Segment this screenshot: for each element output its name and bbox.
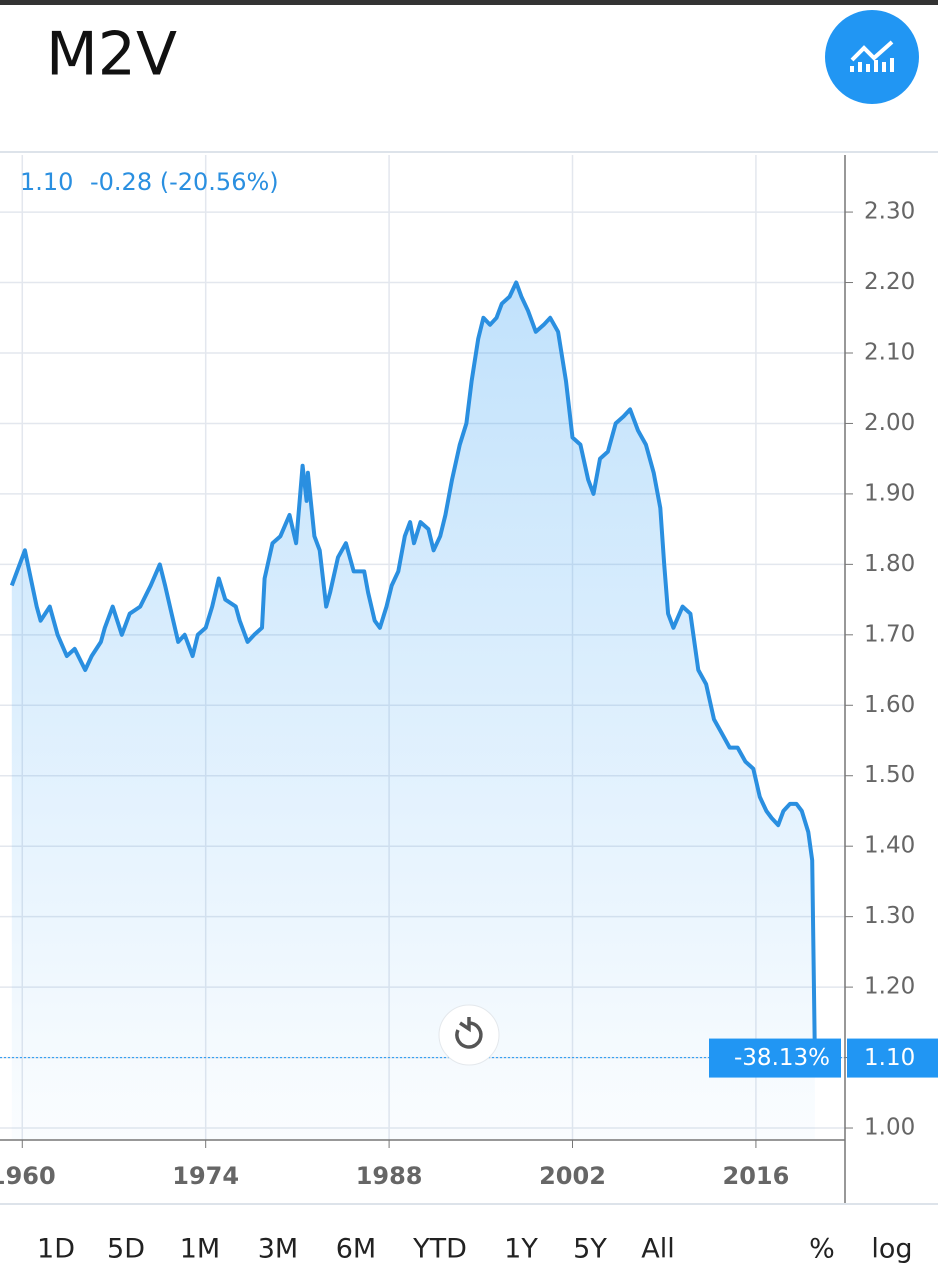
- option-button[interactable]: %: [809, 1234, 835, 1265]
- reset-button[interactable]: [438, 1004, 500, 1066]
- y-tick-label: 1.80: [864, 551, 915, 577]
- last-value-label: 1.10: [864, 1045, 915, 1071]
- y-tick-label: 2.20: [864, 269, 915, 295]
- y-tick-label: 1.90: [864, 480, 915, 506]
- range-button[interactable]: 1M: [180, 1234, 220, 1265]
- area-fill: [11, 282, 815, 1140]
- y-tick-label: 1.70: [864, 621, 915, 647]
- range-button[interactable]: YTD: [412, 1234, 467, 1265]
- y-tick-label: 1.60: [864, 692, 915, 718]
- y-tick-label: 2.00: [864, 410, 915, 436]
- range-button[interactable]: 5D: [107, 1234, 145, 1265]
- x-tick-label: 2016: [723, 1162, 790, 1190]
- chart-type-button[interactable]: [825, 10, 919, 104]
- legend-change: -0.28 (-20.56%): [90, 168, 279, 196]
- last-value-badge: [847, 1038, 938, 1078]
- range-button[interactable]: 1Y: [504, 1234, 538, 1265]
- x-tick-label: 1974: [172, 1162, 239, 1190]
- button-icon-bars: [850, 58, 894, 72]
- y-tick-label: 2.30: [864, 199, 915, 225]
- reset-icon: [455, 1017, 483, 1049]
- reset-circle: [438, 1004, 500, 1066]
- y-tick-label: 1.30: [864, 903, 915, 929]
- change-label: -38.13%: [734, 1045, 830, 1071]
- x-tick-label: 1988: [356, 1162, 423, 1190]
- range-button[interactable]: 6M: [336, 1234, 376, 1265]
- plot: [0, 155, 853, 1148]
- y-tick-label: 1.00: [864, 1115, 915, 1141]
- chart-title: M2V: [46, 20, 177, 90]
- y-tick-label: 1.40: [864, 833, 915, 859]
- x-tick-label: 1960: [0, 1162, 56, 1190]
- range-button[interactable]: All: [641, 1234, 674, 1265]
- button-icon: [850, 40, 894, 62]
- status-strip: [0, 0, 938, 5]
- option-button[interactable]: log: [871, 1234, 912, 1265]
- range-button[interactable]: 1D: [37, 1234, 75, 1265]
- y-tick-label: 1.20: [864, 974, 915, 1000]
- line: [9, 280, 817, 1058]
- y-tick-label: 1.50: [864, 762, 915, 788]
- legend-value: 1.10: [20, 168, 73, 196]
- change-badge: [709, 1038, 841, 1078]
- x-tick-label: 2002: [539, 1162, 606, 1190]
- y-tick-label: 2.10: [864, 339, 915, 365]
- range-button[interactable]: 3M: [258, 1234, 298, 1265]
- range-button[interactable]: 5Y: [573, 1234, 607, 1265]
